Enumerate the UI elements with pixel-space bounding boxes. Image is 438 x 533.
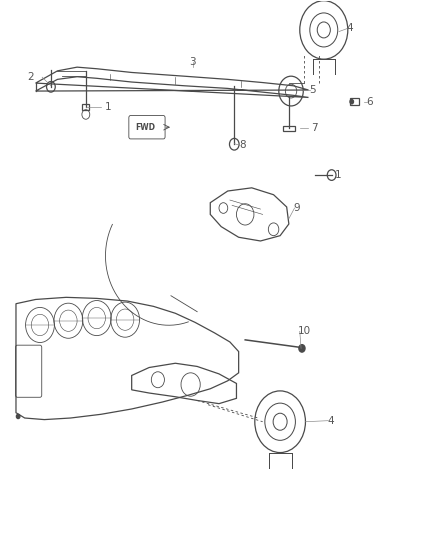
Text: 4: 4 [346,23,353,34]
Bar [82,104,89,110]
Circle shape [16,414,20,418]
Text: 6: 6 [366,96,373,107]
Text: 10: 10 [297,326,311,336]
Circle shape [350,100,353,104]
Bar [283,126,294,131]
Text: FWD: FWD [135,123,155,132]
Text: 4: 4 [327,416,334,426]
Text: 8: 8 [240,140,246,150]
Text: 1: 1 [104,102,111,112]
Text: 7: 7 [311,123,318,133]
Text: 1: 1 [335,170,341,180]
Text: 3: 3 [190,58,196,67]
Text: 9: 9 [293,203,300,213]
Bar [350,98,359,106]
Text: 5: 5 [310,85,316,95]
Circle shape [299,345,305,352]
Text: 2: 2 [27,72,34,82]
